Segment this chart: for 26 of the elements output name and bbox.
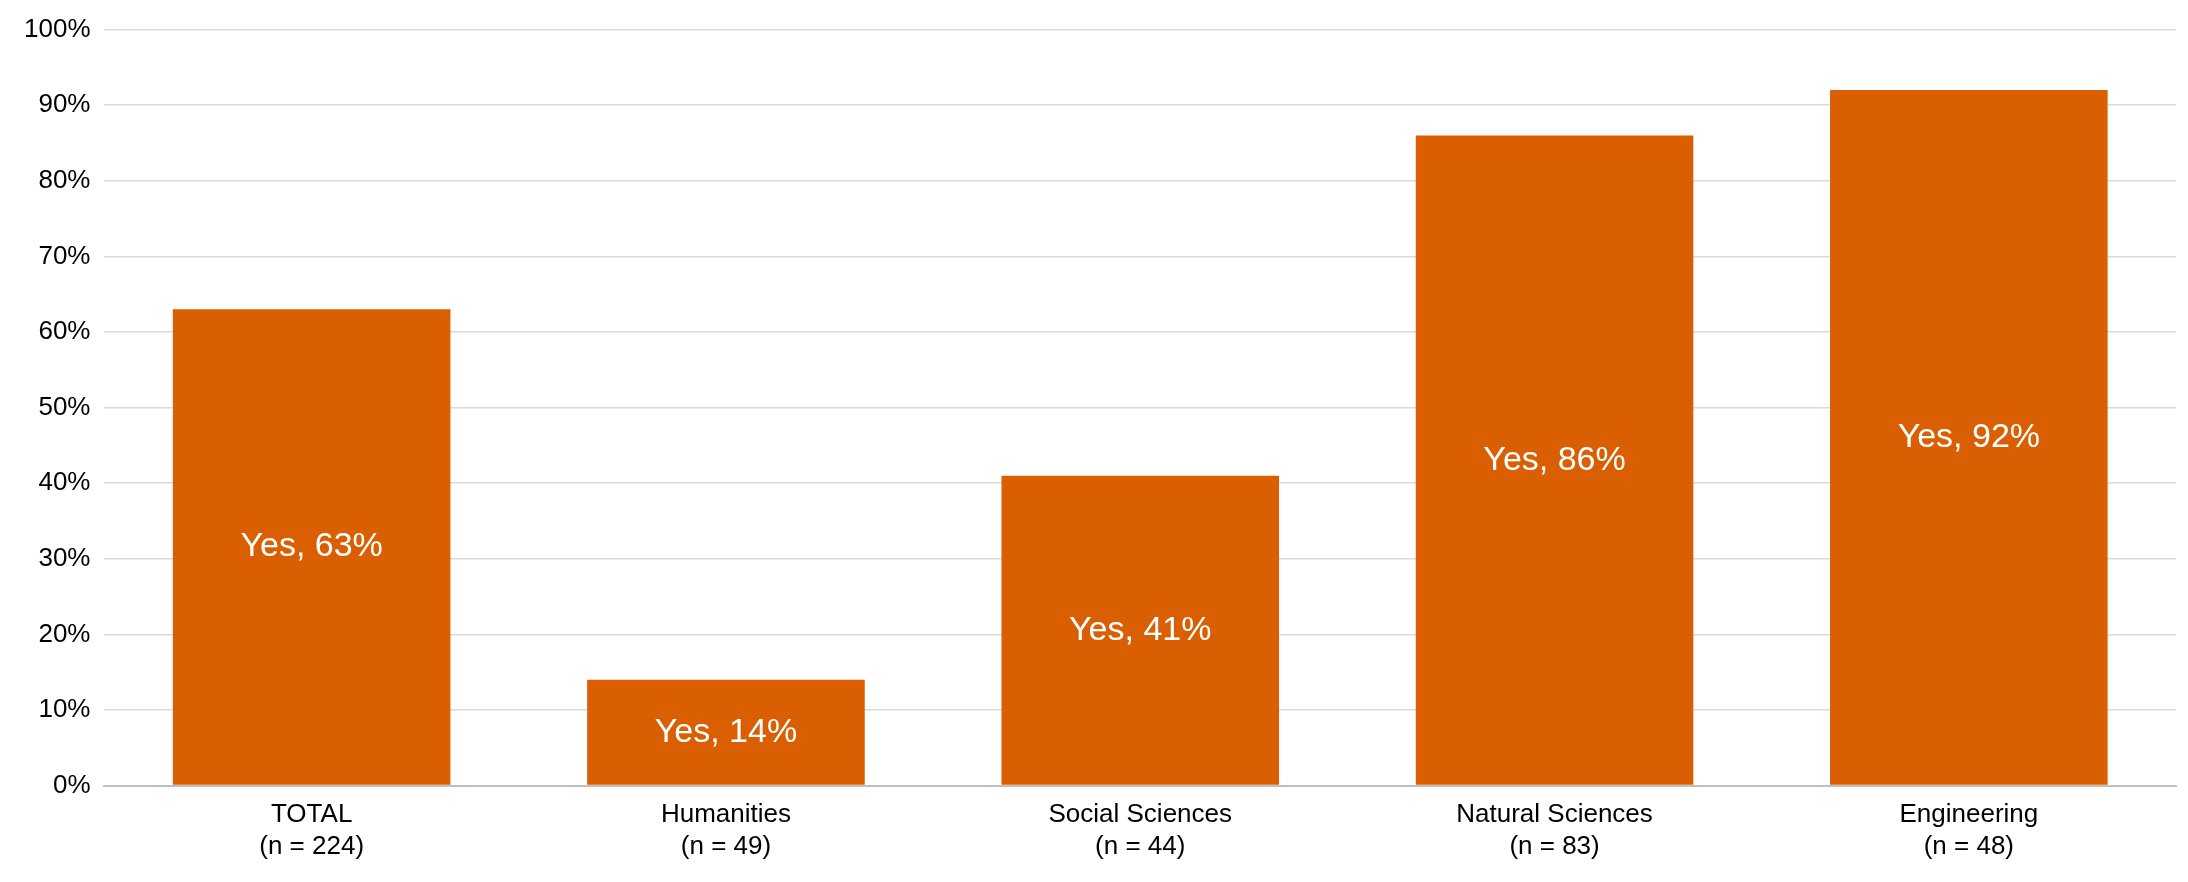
x-tick-label: TOTAL (n = 224) — [259, 798, 365, 860]
y-tick-label: 10% — [38, 693, 91, 724]
y-tick-label: 80% — [38, 163, 91, 194]
y-tick-label: 60% — [38, 315, 91, 346]
y-tick-label: 100% — [24, 12, 91, 43]
bar — [172, 309, 451, 785]
x-tick-label: Social Sciences (n = 44) — [1048, 798, 1233, 860]
y-tick-label: 70% — [38, 239, 91, 270]
y-tick-label: 90% — [38, 88, 91, 119]
x-tick-label: Natural Sciences (n = 83) — [1456, 798, 1653, 860]
data-label: Yes, 14% — [654, 710, 798, 749]
data-label: Yes, 63% — [240, 525, 383, 564]
bar — [587, 679, 865, 785]
x-tick-label: Engineering (n = 48) — [1899, 798, 2039, 860]
data-label: Yes, 92% — [1897, 415, 2041, 454]
y-tick-label: 20% — [38, 617, 91, 648]
y-tick-label: 50% — [38, 390, 91, 421]
data-label: Yes, 41% — [1069, 608, 1212, 647]
data-label: Yes, 86% — [1483, 438, 1626, 477]
x-tick-label: Humanities (n = 49) — [660, 798, 791, 860]
y-tick-label: 30% — [38, 541, 91, 572]
y-tick-label: 40% — [38, 466, 91, 497]
y-tick-label: 0% — [52, 768, 91, 799]
bar — [1415, 135, 1694, 785]
bar — [1001, 475, 1280, 785]
bar — [1830, 90, 2108, 785]
